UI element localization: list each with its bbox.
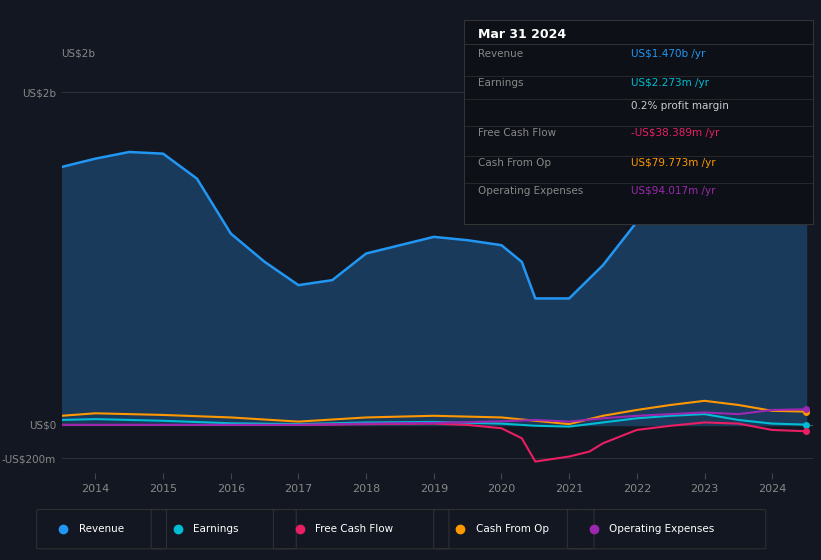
Text: 0.2% profit margin: 0.2% profit margin (631, 101, 729, 111)
Text: US$79.773m /yr: US$79.773m /yr (631, 157, 716, 167)
Text: Operating Expenses: Operating Expenses (478, 186, 583, 196)
Text: Cash From Op: Cash From Op (478, 157, 551, 167)
Text: Cash From Op: Cash From Op (475, 524, 548, 534)
Text: Revenue: Revenue (478, 49, 523, 59)
Text: Operating Expenses: Operating Expenses (609, 524, 714, 534)
Text: Free Cash Flow: Free Cash Flow (478, 128, 556, 138)
Text: US$1.470b /yr: US$1.470b /yr (631, 49, 706, 59)
Text: Earnings: Earnings (193, 524, 239, 534)
Text: US$94.017m /yr: US$94.017m /yr (631, 186, 716, 196)
Text: Free Cash Flow: Free Cash Flow (315, 524, 393, 534)
Text: Revenue: Revenue (79, 524, 124, 534)
Text: US$2.273m /yr: US$2.273m /yr (631, 78, 709, 88)
Text: US$2b: US$2b (62, 49, 95, 59)
Text: Mar 31 2024: Mar 31 2024 (478, 28, 566, 41)
Text: -US$38.389m /yr: -US$38.389m /yr (631, 128, 720, 138)
Text: Earnings: Earnings (478, 78, 523, 88)
